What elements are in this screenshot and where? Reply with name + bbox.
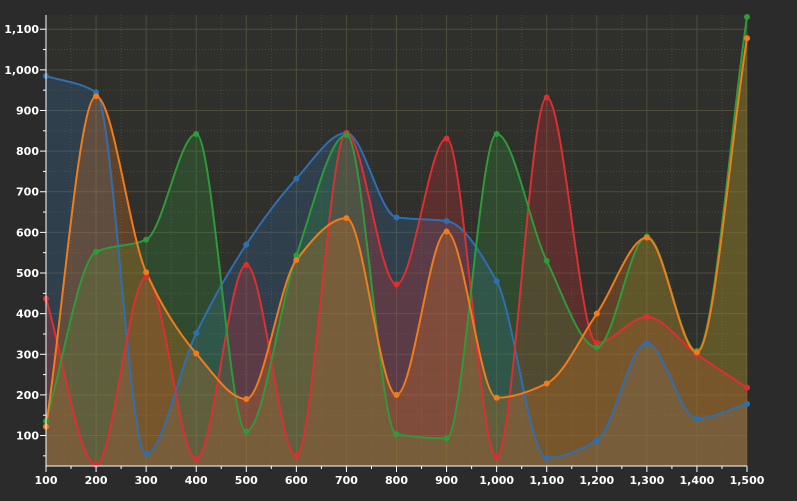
data-point-3-10[interactable] (493, 131, 500, 138)
data-point-2-10[interactable] (493, 454, 500, 461)
y-tick-label: 600 (16, 226, 39, 239)
data-point-3-6[interactable] (293, 252, 300, 259)
data-point-4-2[interactable] (93, 93, 100, 100)
axes (40, 15, 748, 472)
x-tick-label: 200 (85, 474, 108, 487)
data-point-1-3[interactable] (143, 450, 150, 457)
data-point-4-4[interactable] (193, 350, 200, 357)
x-tick-label: 800 (385, 474, 408, 487)
series-line-2 (45, 96, 748, 466)
data-point-2-15[interactable] (744, 384, 750, 391)
data-point-3-2[interactable] (93, 248, 100, 255)
data-point-4-7[interactable] (343, 215, 350, 222)
data-point-4-14[interactable] (693, 349, 700, 356)
data-point-1-8[interactable] (393, 214, 400, 221)
data-point-3-8[interactable] (393, 431, 400, 438)
data-point-2-9[interactable] (443, 135, 450, 142)
series-area-1 (46, 75, 747, 466)
grid (45, 15, 748, 466)
data-point-1-10[interactable] (493, 278, 500, 285)
data-point-2-13[interactable] (643, 313, 650, 320)
y-tick-label: 200 (16, 389, 39, 402)
series-area-4 (46, 38, 747, 466)
x-tick-label: 1,100 (529, 474, 564, 487)
x-tick-labels: 100 200 300 400 500 600 700 800 900 1,000 1,100 1,2… (35, 474, 765, 487)
data-point-4-10[interactable] (493, 394, 500, 401)
x-tick-label: 1,000 (479, 474, 514, 487)
data-point-3-5[interactable] (243, 428, 250, 435)
y-tick-label: 500 (16, 267, 39, 280)
data-point-1-5[interactable] (243, 241, 250, 248)
data-point-1-4[interactable] (193, 330, 200, 337)
data-point-4-9[interactable] (443, 228, 450, 235)
data-point-3-7[interactable] (343, 131, 350, 138)
y-tick-label: 800 (16, 145, 39, 158)
data-point-3-9[interactable] (443, 435, 450, 442)
data-point-1-12[interactable] (593, 437, 600, 444)
data-point-2-11[interactable] (543, 94, 550, 101)
x-tick-label: 1,500 (730, 474, 765, 487)
data-point-3-3[interactable] (143, 236, 150, 243)
y-tick-label: 900 (16, 104, 39, 117)
data-point-4-12[interactable] (593, 310, 600, 317)
x-tick-label: 700 (335, 474, 358, 487)
x-tick-label: 100 (35, 474, 58, 487)
data-point-3-11[interactable] (543, 257, 550, 264)
x-tick-label: 600 (285, 474, 308, 487)
y-tick-labels: 100 200 300 400 500 600 700 800 900 1,000 1,100 (4, 23, 39, 442)
data-point-4-15[interactable] (744, 35, 750, 42)
x-tick-label: 900 (435, 474, 458, 487)
y-tick-label: 400 (16, 308, 39, 321)
y-tick-label: 300 (16, 348, 39, 361)
data-point-4-11[interactable] (543, 380, 550, 387)
x-tick-label: 1,200 (579, 474, 614, 487)
data-point-3-4[interactable] (193, 131, 200, 138)
data-point-4-5[interactable] (243, 395, 250, 402)
x-tick-label: 400 (185, 474, 208, 487)
data-point-4-3[interactable] (143, 269, 150, 276)
data-point-1-11[interactable] (543, 454, 550, 461)
data-point-4-13[interactable] (643, 234, 650, 241)
data-point-1-15[interactable] (744, 400, 750, 407)
data-point-1-13[interactable] (643, 340, 650, 347)
x-tick-label: 1,400 (680, 474, 715, 487)
y-tick-label: 1,100 (4, 23, 39, 36)
data-point-4-8[interactable] (393, 391, 400, 398)
data-point-3-15[interactable] (744, 14, 750, 21)
y-tick-label: 700 (16, 186, 39, 199)
y-tick-label: 1,000 (4, 64, 39, 77)
data-point-3-12[interactable] (593, 344, 600, 351)
data-point-4-6[interactable] (293, 257, 300, 264)
x-tick-label: 500 (235, 474, 258, 487)
data-point-2-6[interactable] (293, 452, 300, 459)
data-point-2-12[interactable] (593, 339, 600, 346)
data-point-1-9[interactable] (443, 217, 450, 224)
data-point-2-4[interactable] (193, 456, 200, 463)
x-tick-label: 1,300 (629, 474, 664, 487)
y-tick-label: 100 (16, 430, 39, 443)
data-point-1-6[interactable] (293, 175, 300, 182)
series-area-2 (46, 97, 747, 466)
data-point-2-3[interactable] (143, 274, 150, 281)
data-point-2-8[interactable] (393, 281, 400, 288)
data-point-1-14[interactable] (693, 415, 700, 422)
x-tick-label: 300 (135, 474, 158, 487)
data-point-2-5[interactable] (243, 261, 250, 268)
